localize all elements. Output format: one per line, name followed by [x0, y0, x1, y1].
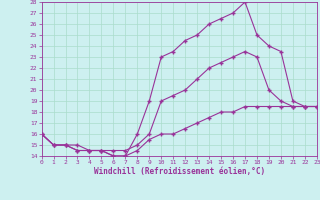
X-axis label: Windchill (Refroidissement éolien,°C): Windchill (Refroidissement éolien,°C): [94, 167, 265, 176]
